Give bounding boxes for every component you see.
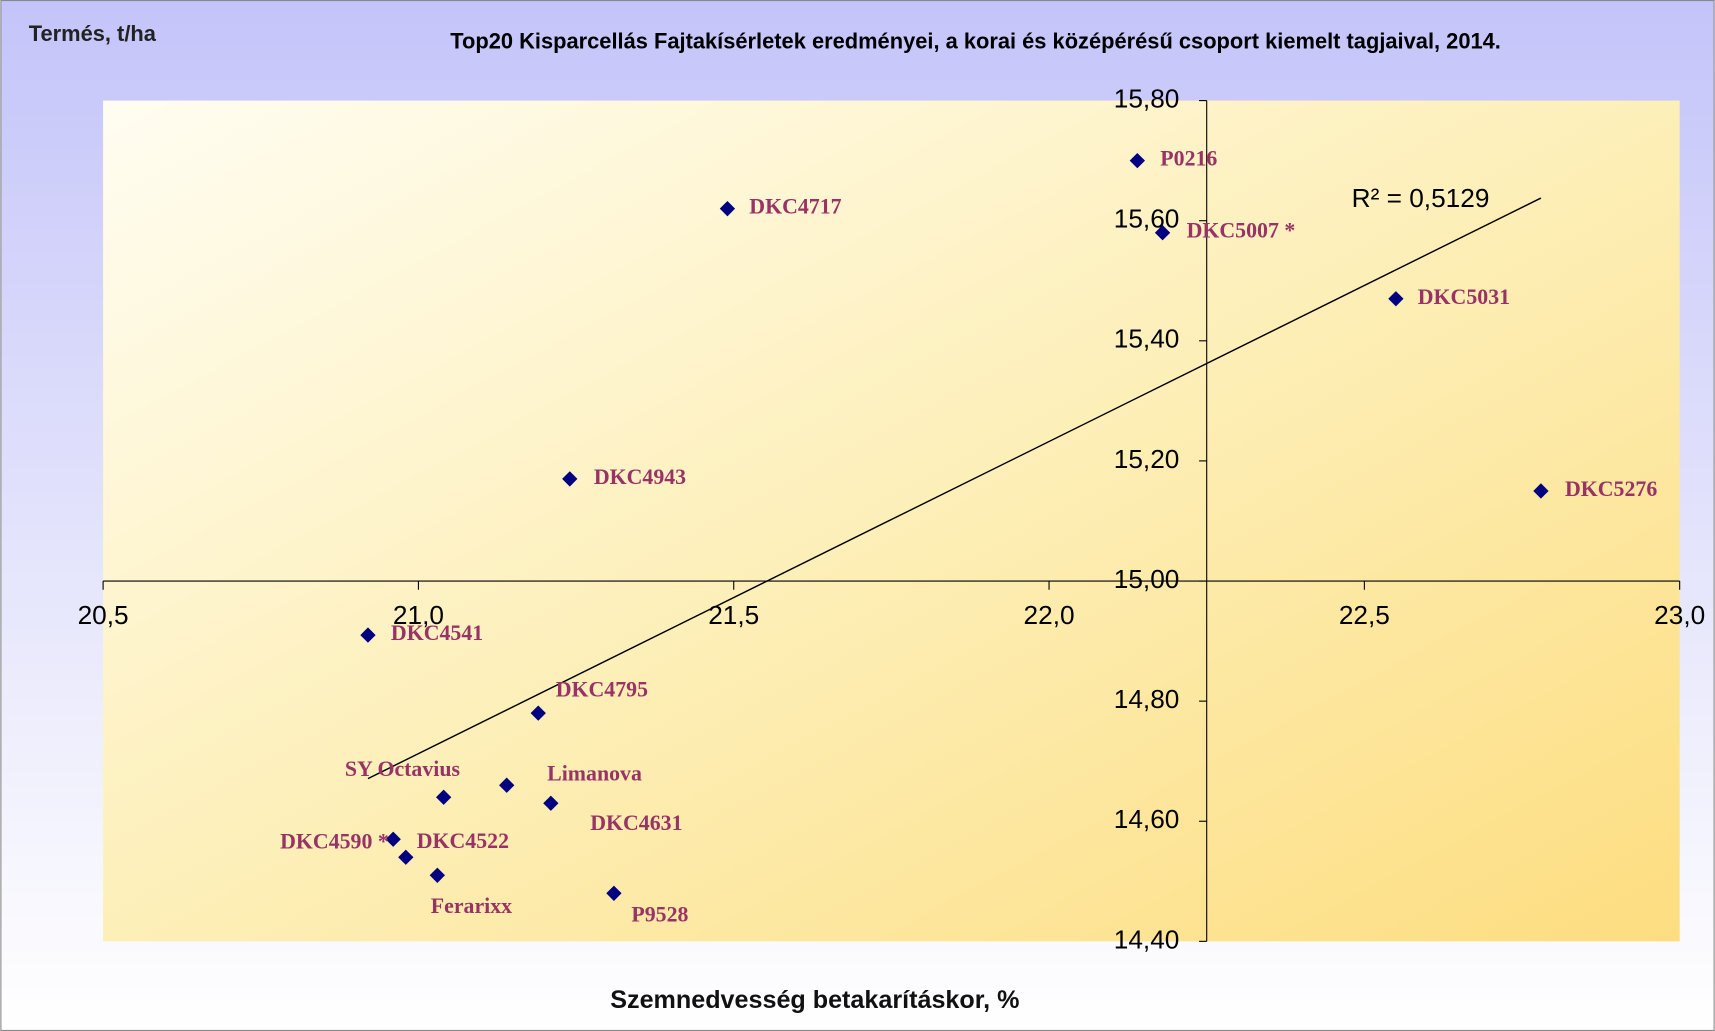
x-tick-label: 22,0 (1024, 600, 1075, 630)
point-label: DKC5031 (1418, 285, 1510, 309)
annotation: R² = 0,5129 (1352, 183, 1490, 213)
point-label: DKC4943 (594, 465, 686, 489)
x-axis-label: Szemnedvesség betakarításkor, % (610, 986, 1019, 1014)
y-tick-label: 15,80 (1114, 84, 1180, 114)
y-tick-label: 14,60 (1114, 804, 1180, 834)
data-point (1388, 291, 1404, 307)
data-point (435, 789, 452, 805)
data-point (719, 201, 736, 217)
y-tick-label: 14,40 (1114, 924, 1180, 954)
x-tick-label: 22,5 (1339, 600, 1390, 630)
y-tick-label: 14,80 (1114, 684, 1180, 714)
y-tick-label: 15,20 (1114, 444, 1180, 474)
x-tick-label: 20,5 (78, 600, 129, 630)
point-label: P9528 (631, 902, 688, 926)
trendline (367, 197, 1542, 780)
point-label: DKC5276 (1565, 477, 1657, 501)
y-axis-label: Termés, t/ha (29, 21, 157, 46)
point-label: DKC5007 * (1187, 219, 1296, 243)
point-label: DKC4795 (556, 677, 648, 701)
y-tick-label: 15,00 (1114, 564, 1180, 594)
data-point (385, 831, 401, 847)
point-label: DKC4522 (417, 829, 509, 853)
x-tick-label: 21,5 (708, 600, 759, 630)
plot-area (103, 100, 1680, 942)
point-label: DKC4541 (391, 621, 483, 645)
point-label: SY Octavius (345, 757, 460, 781)
chart-title: Top20 Kisparcellás Fajtakísérletek eredm… (450, 28, 1501, 53)
point-label: DKC4590 * (280, 830, 389, 854)
data-point (1129, 152, 1145, 169)
data-point (562, 471, 578, 487)
point-label: DKC4631 (590, 811, 682, 835)
data-point (360, 627, 376, 643)
point-label: Limanova (547, 761, 642, 785)
y-tick-label: 15,40 (1114, 324, 1180, 354)
point-label: DKC4717 (749, 195, 841, 219)
x-tick-label: 23,0 (1654, 600, 1705, 630)
y-tick-label: 15,60 (1114, 204, 1180, 234)
point-label: Ferarixx (431, 894, 512, 918)
x-tick-label: 21,0 (393, 600, 444, 630)
point-label: P0216 (1160, 147, 1217, 171)
